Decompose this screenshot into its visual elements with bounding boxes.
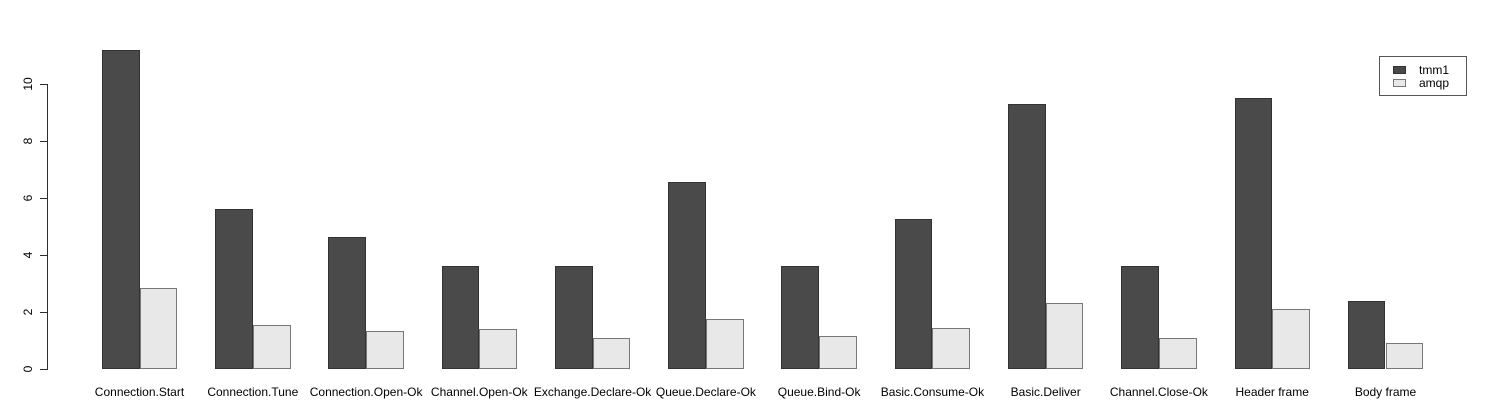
x-tick-label: Basic.Consume-Ok: [880, 385, 985, 399]
bar-amqp-Queue.Bind-Ok: [819, 336, 857, 369]
y-tick-label: 6: [21, 194, 35, 202]
bar-amqp-Body frame: [1385, 343, 1424, 370]
bar-amqp-Basic.Consume-Ok: [932, 327, 971, 369]
bar-amqp-Connection.Open-Ok: [366, 330, 404, 369]
bar-amqp-Exchange.Declare-Ok: [592, 337, 631, 369]
bar-amqp-Connection.Start: [139, 287, 178, 369]
bar-amqp-Channel.Close-Ok: [1158, 337, 1197, 369]
x-tick-label: Basic.Deliver: [1010, 385, 1081, 399]
x-tick-label: Queue.Declare-Ok: [655, 385, 756, 399]
x-tick-label: Connection.Open-Ok: [309, 385, 423, 399]
bar-tmm1-Connection.Open-Ok: [328, 236, 367, 369]
bar-tmm1-Basic.Deliver: [1007, 103, 1046, 369]
bar-tmm1-Body frame: [1347, 300, 1386, 369]
bar-amqp-Basic.Deliver: [1045, 303, 1084, 369]
x-tick-label: Body frame: [1354, 385, 1417, 399]
y-tick-label: 10: [21, 77, 35, 91]
legend: tmm1 amqp: [1379, 56, 1467, 96]
bar-tmm1-Connection.Start: [101, 49, 140, 369]
bar-tmm1-Channel.Open-Ok: [441, 266, 480, 369]
y-tick-label: 2: [21, 308, 35, 316]
y-tick-label: 8: [21, 137, 35, 145]
legend-swatch-tmm1: [1393, 65, 1406, 74]
x-tick-label: Channel.Close-Ok: [1109, 385, 1208, 399]
legend-entry-amqp: amqp: [1393, 76, 1466, 89]
legend-label: tmm1: [1419, 62, 1449, 77]
bar-tmm1-Basic.Consume-Ok: [894, 219, 933, 369]
x-tick-label: Queue.Bind-Ok: [777, 385, 861, 399]
bar-tmm1-Channel.Close-Ok: [1121, 266, 1159, 369]
legend-entry-tmm1: tmm1: [1393, 63, 1466, 76]
x-tick-label: Connection.Tune: [207, 385, 299, 399]
bar-amqp-Queue.Declare-Ok: [705, 319, 744, 369]
y-tick-mark: [40, 84, 47, 85]
y-tick-mark: [40, 312, 47, 313]
y-tick-mark: [40, 198, 47, 199]
y-tick-label: 4: [21, 251, 35, 259]
bar-tmm1-Queue.Bind-Ok: [781, 266, 820, 369]
y-tick-label: 0: [21, 365, 35, 373]
legend-label: amqp: [1419, 75, 1450, 90]
legend-swatch-amqp: [1393, 78, 1406, 87]
bar-amqp-Header frame: [1272, 309, 1310, 369]
y-tick-mark: [40, 141, 47, 142]
y-tick-mark: [40, 255, 47, 256]
bar-tmm1-Connection.Tune: [215, 209, 253, 369]
bar-tmm1-Queue.Declare-Ok: [668, 182, 706, 369]
x-tick-label: Connection.Start: [94, 385, 185, 399]
bar-tmm1-Header frame: [1234, 98, 1273, 370]
bar-amqp-Connection.Tune: [252, 324, 291, 369]
y-tick-mark: [40, 369, 47, 370]
y-axis-line: [47, 84, 48, 370]
x-tick-label: Header frame: [1235, 385, 1309, 399]
bar-amqp-Channel.Open-Ok: [479, 329, 518, 369]
bar-tmm1-Exchange.Declare-Ok: [554, 266, 593, 369]
x-tick-label: Exchange.Declare-Ok: [533, 385, 652, 399]
x-tick-label: Channel.Open-Ok: [430, 385, 528, 399]
